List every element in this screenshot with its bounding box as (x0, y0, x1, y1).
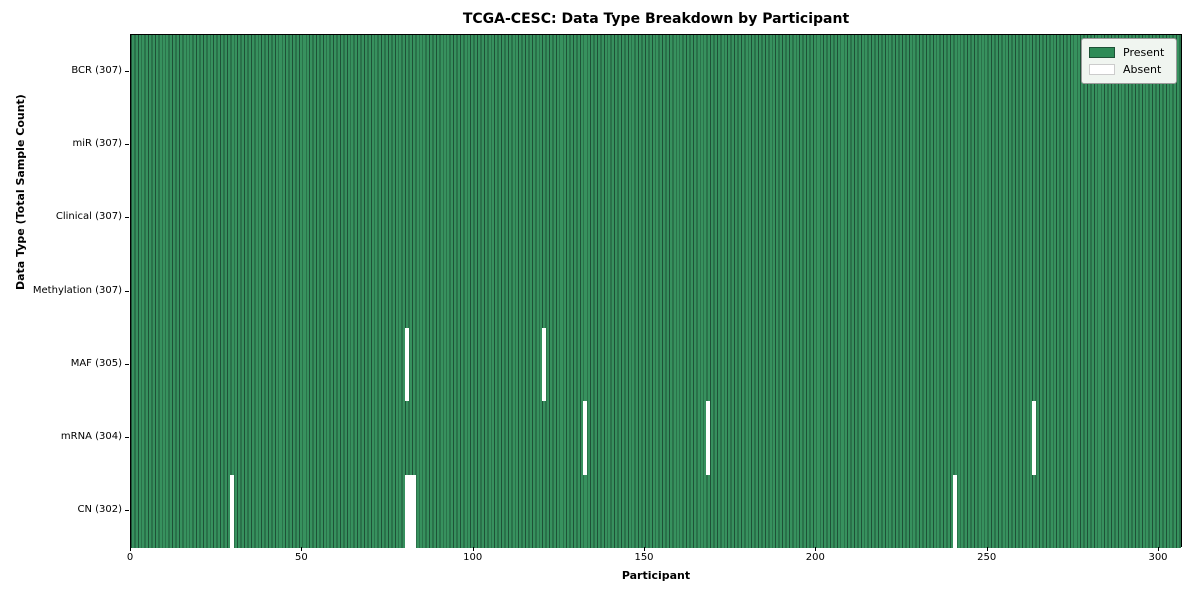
absent-marker (706, 401, 711, 475)
y-tick-label: Clinical (307) (55, 211, 122, 223)
x-tick-label: 100 (463, 552, 483, 563)
absent-marker (542, 328, 546, 402)
x-tick-label: 250 (977, 552, 997, 563)
plot-area: Present Absent (130, 34, 1182, 548)
x-tick-mark (986, 547, 988, 551)
y-tick-mark (125, 510, 129, 512)
heatmap-row-methylation (131, 254, 1181, 329)
absent-swatch-icon (1089, 64, 1115, 75)
y-tick-label: Methylation (307) (32, 284, 122, 296)
present-swatch-icon (1089, 47, 1115, 58)
heatmap-row-clinical (131, 181, 1181, 255)
y-tick-label: MAF (305) (70, 357, 122, 369)
y-tick-mark (125, 70, 129, 72)
heatmap-row-mrna (131, 401, 1181, 475)
y-tick-label: miR (307) (72, 137, 122, 149)
absent-marker (404, 474, 409, 548)
absent-marker (230, 474, 234, 548)
y-tick-mark (125, 437, 129, 439)
x-tick-mark (1158, 547, 1159, 551)
x-tick-mark (130, 547, 131, 551)
y-tick-mark (125, 143, 129, 145)
x-tick-label: 200 (805, 552, 825, 563)
absent-marker (583, 401, 587, 475)
y-tick-label: CN (302) (77, 504, 122, 516)
legend-label-present: Present (1123, 46, 1165, 59)
heatmap-row-cn (131, 474, 1181, 548)
absent-marker (408, 474, 413, 548)
y-tick-mark (125, 363, 129, 365)
y-tick-label: mRNA (304) (60, 431, 122, 443)
x-axis-title: Participant (621, 569, 691, 582)
heatmap-row-bcr (131, 35, 1181, 109)
x-tick-mark (301, 547, 303, 551)
y-tick-mark (125, 217, 129, 219)
chart-title: TCGA-CESC: Data Type Breakdown by Partic… (462, 11, 850, 27)
heatmap-row-mir (131, 108, 1181, 182)
x-tick-mark (472, 547, 474, 551)
legend-item-present: Present (1089, 44, 1168, 61)
x-tick-label: 50 (294, 552, 308, 563)
absent-marker (953, 474, 958, 548)
x-tick-mark (644, 547, 645, 551)
x-tick-label: 0 (126, 552, 134, 563)
y-tick-mark (125, 290, 129, 292)
x-tick-label: 150 (634, 552, 654, 563)
y-tick-label: BCR (307) (71, 64, 122, 76)
legend: Present Absent (1081, 38, 1177, 84)
x-tick-mark (815, 547, 817, 551)
legend-item-absent: Absent (1089, 61, 1168, 78)
heatmap-row-maf (131, 328, 1181, 402)
x-tick-label: 300 (1148, 552, 1168, 563)
absent-marker (404, 328, 409, 402)
absent-marker (1032, 401, 1036, 475)
legend-label-absent: Absent (1123, 63, 1162, 76)
absent-marker (411, 474, 416, 548)
